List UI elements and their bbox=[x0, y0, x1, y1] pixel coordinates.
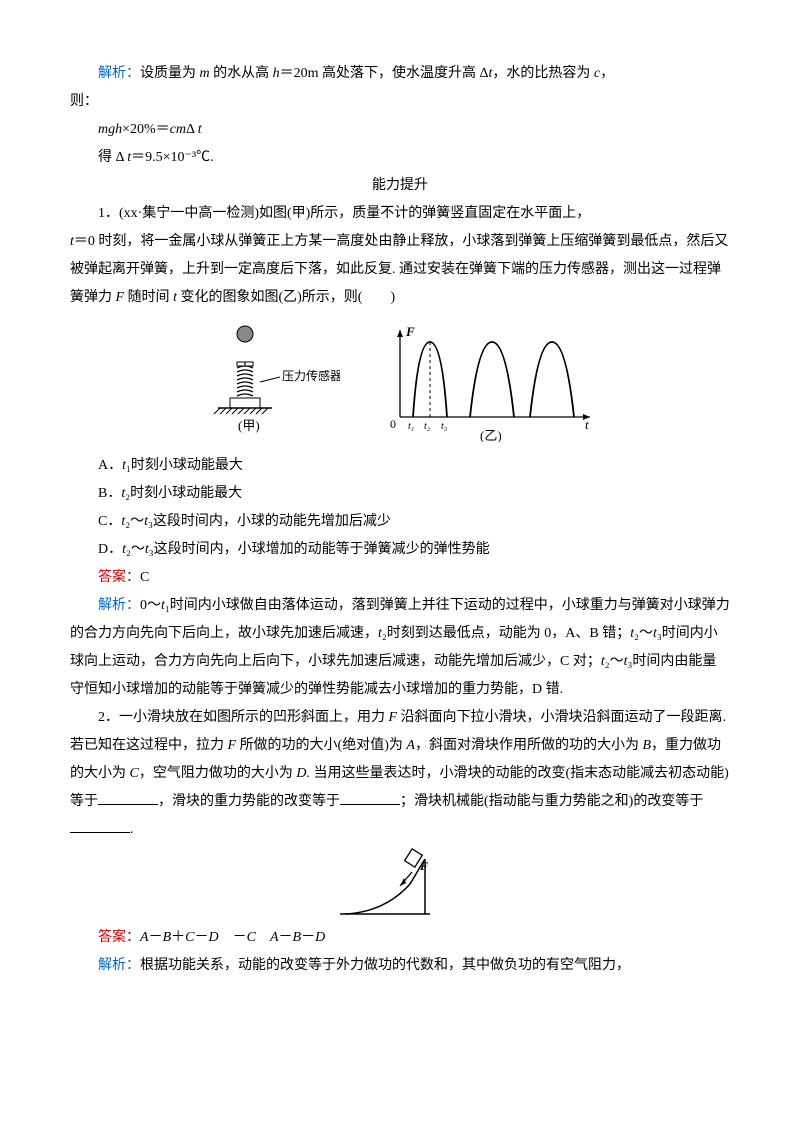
svg-text:t₁: t₁ bbox=[408, 421, 414, 432]
svg-text:t: t bbox=[585, 417, 589, 432]
svg-text:F: F bbox=[405, 324, 415, 339]
q1-stem-line2: t＝0 时刻，将一金属小球从弹簧正上方某一高度处由静止释放，小球落到弹簧上压缩弹… bbox=[70, 228, 730, 312]
q2-answer: 答案：A－B＋C－D －C A－B－D bbox=[70, 924, 730, 952]
blank-1 bbox=[98, 790, 158, 805]
section-title: 能力提升 bbox=[70, 172, 730, 200]
svg-text:t₃: t₃ bbox=[441, 421, 448, 432]
q1-fig-yi: F 0 t₁ t₂ t₃ t (乙) bbox=[380, 322, 600, 442]
svg-text:F: F bbox=[419, 859, 428, 873]
svg-text:(乙): (乙) bbox=[480, 428, 502, 442]
q1-optC: C．t₂～t₃这段时间内，小球的动能先增加后减少 bbox=[70, 508, 730, 536]
svg-text:t₂: t₂ bbox=[424, 421, 431, 432]
top-analysis: 解析：设质量为 m 的水从高 h＝20m 高处落下，使水温度升高 Δt，水的比热… bbox=[70, 60, 730, 88]
q1-optD: D．t₂～t₃这段时间内，小球增加的动能等于弹簧减少的弹性势能 bbox=[70, 536, 730, 564]
fig1-caption: (甲) bbox=[238, 418, 260, 433]
q1-figures: 压力传感器 (甲) F 0 t₁ t₂ t₃ t (乙) bbox=[70, 322, 730, 442]
q2-stem: 2．一小滑块放在如图所示的凹形斜面上，用力 F 沿斜面向下拉小滑块，小滑块沿斜面… bbox=[70, 704, 730, 844]
q1-optA: A．t₁时刻小球动能最大 bbox=[70, 452, 730, 480]
top-eq2: 得 Δ t＝9.5×10⁻³℃. bbox=[70, 144, 730, 172]
force-graph-icon: F 0 t₁ t₂ t₃ t (乙) bbox=[380, 322, 600, 442]
slope-diagram-icon: F bbox=[330, 844, 470, 924]
q2-figure: F bbox=[70, 844, 730, 924]
spring-diagram-icon: 压力传感器 (甲) bbox=[200, 322, 340, 442]
blank-3 bbox=[70, 818, 130, 833]
svg-text:0: 0 bbox=[390, 417, 396, 431]
top-eq1: mgh×20%＝cmΔ t bbox=[70, 116, 730, 144]
blank-2 bbox=[340, 790, 400, 805]
q2-analysis: 解析：根据功能关系，动能的改变等于外力做功的代数和，其中做负功的有空气阻力， bbox=[70, 952, 730, 980]
q1-optB: B．t₂时刻小球动能最大 bbox=[70, 480, 730, 508]
top-then: 则： bbox=[70, 88, 730, 116]
q1-stem-line1: 1．(xx·集宁一中高一检测)如图(甲)所示，质量不计的弹簧竖直固定在水平面上， bbox=[70, 200, 730, 228]
analysis-label: 解析： bbox=[98, 66, 140, 81]
sensor-label: 压力传感器 bbox=[282, 368, 340, 383]
q1-analysis: 解析：0～t₁时间内小球做自由落体运动，落到弹簧上并往下运动的过程中，小球重力与… bbox=[70, 592, 730, 704]
q1-answer: 答案：C bbox=[70, 564, 730, 592]
q1-fig-jia: 压力传感器 (甲) bbox=[200, 322, 340, 442]
